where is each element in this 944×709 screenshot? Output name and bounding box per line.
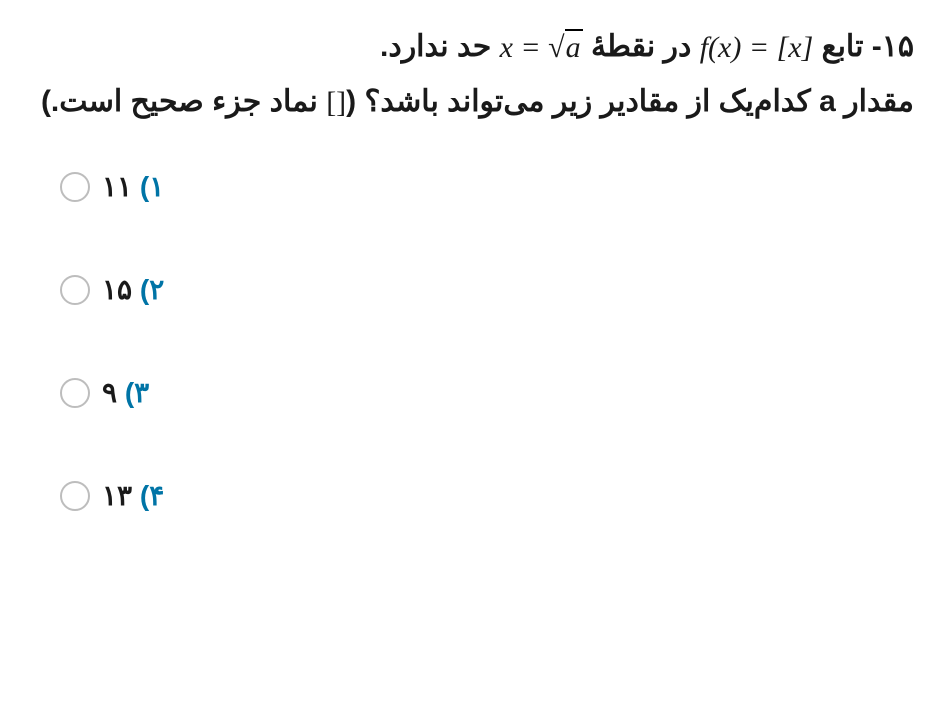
question-line2b: نماد جزء صحیح است.) [41, 85, 326, 118]
question-text: ۱۵- تابع f(x) = [x] در نقطهٔ x = √a حد ن… [30, 20, 914, 130]
option-number: ۳) [125, 377, 149, 408]
option-value: ۱۵ [102, 274, 132, 305]
question-mid1: در نقطهٔ [591, 30, 691, 63]
options-list: ۱) ۱۱ ۲) ۱۵ ۳) ۹ ۴) ۱۳ [30, 170, 914, 512]
option-value: ۱۳ [102, 480, 132, 511]
radio-icon[interactable] [60, 275, 90, 305]
option-row[interactable]: ۴) ۱۳ [60, 479, 164, 512]
option-row[interactable]: ۳) ۹ [60, 376, 149, 409]
option-label: ۳) ۹ [102, 376, 149, 409]
radio-icon[interactable] [60, 378, 90, 408]
math-bracket: [] [326, 76, 346, 130]
option-label: ۲) ۱۵ [102, 273, 164, 306]
option-label: ۱) ۱۱ [102, 170, 164, 203]
question-line2a: مقدار a کدام‌یک از مقادیر زیر می‌تواند ب… [346, 85, 914, 118]
math-point: x = √a [500, 21, 583, 75]
option-number: ۲) [140, 274, 164, 305]
option-value: ۹ [102, 377, 117, 408]
question-mid2: حد ندارد. [380, 30, 491, 63]
radio-icon[interactable] [60, 172, 90, 202]
question-number: ۱۵- [872, 30, 914, 63]
option-row[interactable]: ۲) ۱۵ [60, 273, 164, 306]
question-prefix: تابع [822, 30, 864, 63]
option-number: ۱) [140, 171, 164, 202]
radio-icon[interactable] [60, 481, 90, 511]
option-row[interactable]: ۱) ۱۱ [60, 170, 164, 203]
option-value: ۱۱ [102, 171, 132, 202]
math-fx: f(x) = [x] [700, 21, 814, 75]
option-number: ۴) [140, 480, 164, 511]
option-label: ۴) ۱۳ [102, 479, 164, 512]
